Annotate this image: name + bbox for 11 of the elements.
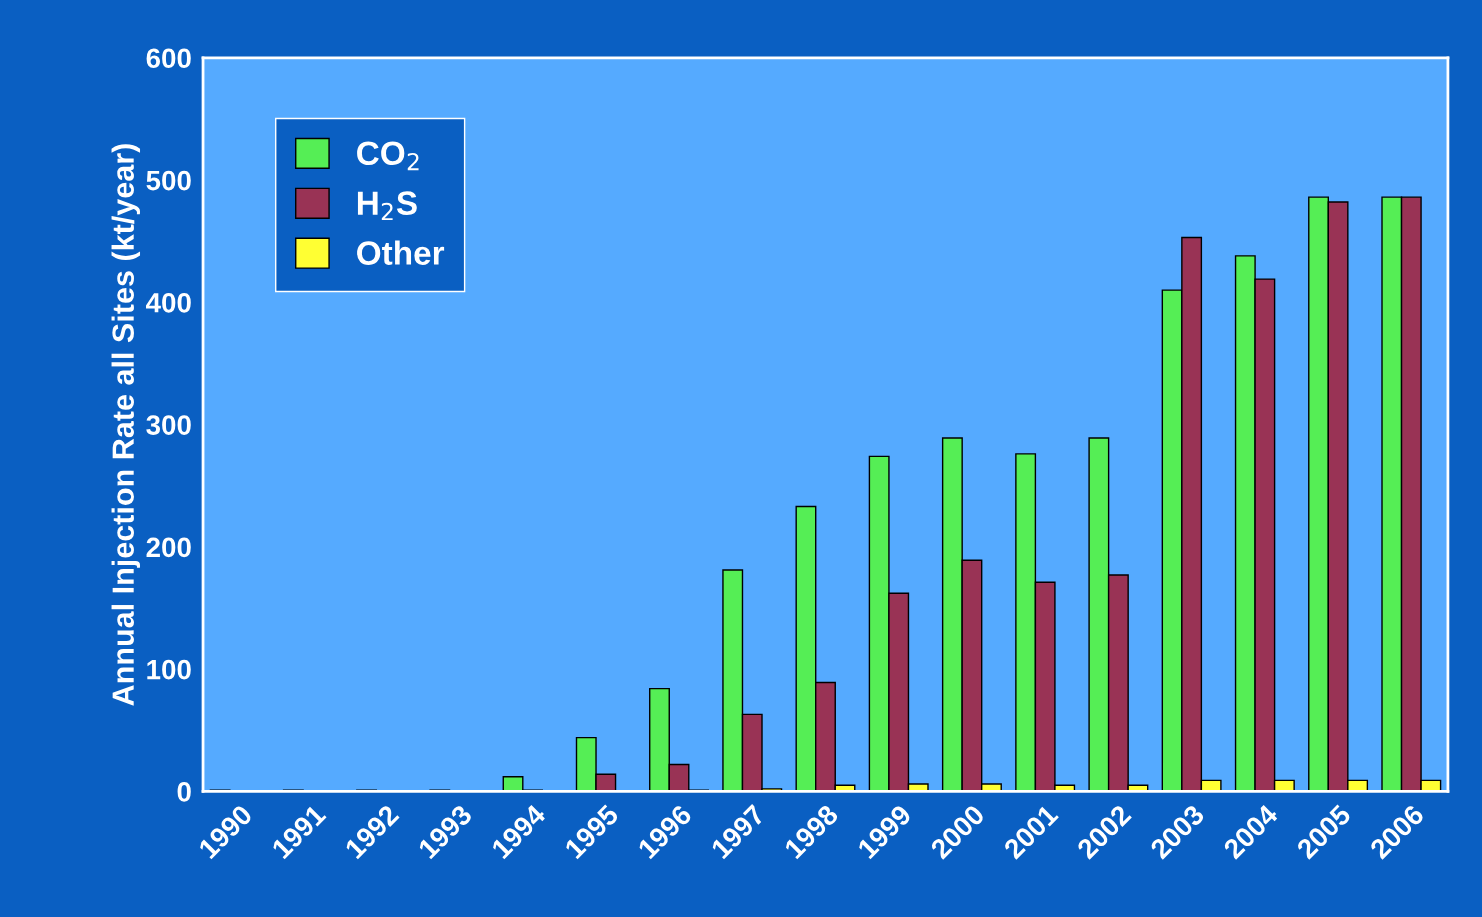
y-tick-label: 500	[146, 170, 191, 191]
y-tick-label: 200	[146, 537, 191, 558]
y-tick-label: 0	[177, 782, 191, 802]
y-tick-label: 300	[146, 415, 191, 435]
y-tick-label: 400	[146, 292, 191, 313]
legend-label: CO$_{2}$	[357, 141, 419, 171]
legend-label: H$_{2}$S	[357, 191, 417, 221]
y-tick-label: 600	[146, 48, 191, 69]
y-axis-title: Annual Injection Rate all Sites (kt/year)	[111, 144, 141, 706]
legend-label: Other	[357, 240, 445, 265]
y-tick-label: 100	[147, 659, 191, 680]
